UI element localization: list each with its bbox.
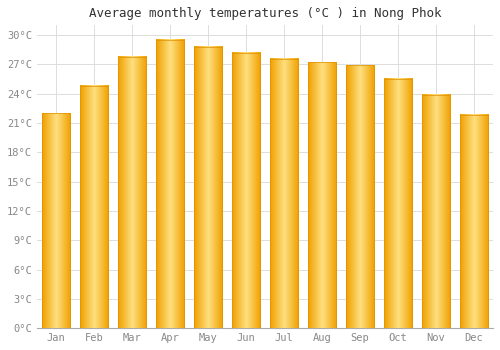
Title: Average monthly temperatures (°C ) in Nong Phok: Average monthly temperatures (°C ) in No… <box>88 7 441 20</box>
